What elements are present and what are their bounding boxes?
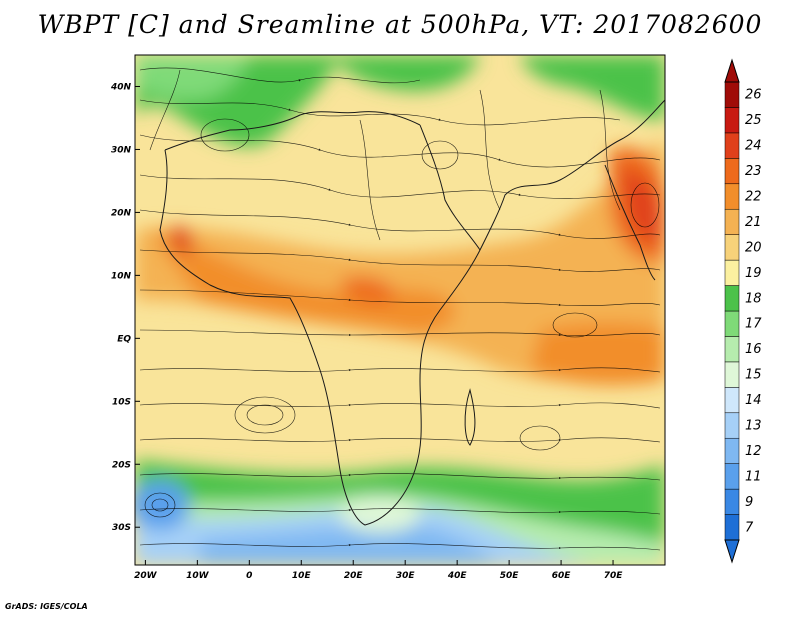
latitude-axis: 40N 30N 20N 10N EQ 10S 20S 30S (110, 82, 140, 533)
colorbar-label: 17 (745, 317, 762, 332)
colorbar-label: 16 (745, 342, 762, 357)
colorbar-label: 13 (745, 419, 762, 434)
lat-label: 30N (111, 145, 132, 155)
lon-label: 30E (396, 571, 416, 581)
lon-label: 20W (134, 571, 158, 581)
colorbar-min-arrow (724, 539, 740, 564)
colorbar-label: 22 (745, 190, 762, 205)
colorbar-swatch (724, 514, 740, 541)
lon-label: 70E (604, 571, 624, 581)
colorbar-label: 11 (745, 469, 762, 484)
colorbar-swatch (724, 387, 740, 414)
colorbar-swatch (724, 412, 740, 439)
colorbar-swatch (724, 132, 740, 159)
colorbar-label: 23 (745, 164, 762, 179)
lat-label: 40N (110, 82, 132, 92)
colorbar-swatch (724, 259, 740, 286)
colorbar-label: 9 (745, 495, 753, 510)
colorbar-swatch (724, 158, 740, 185)
lat-label: 30S (112, 523, 131, 533)
colorbar-swatch (724, 463, 740, 490)
longitude-axis: 20W 10W 0 10E 20E 30E 40E 50E 60E 70E (134, 560, 623, 581)
colorbar-swatch (724, 183, 740, 210)
colorbar-swatch (724, 208, 740, 235)
colorbar-label: 14 (745, 393, 762, 408)
map-frame (134, 54, 666, 566)
colorbar-swatch (724, 437, 740, 464)
lat-label: 20N (111, 208, 132, 218)
coastlines (159, 99, 665, 526)
colorbar-label: 18 (745, 291, 762, 306)
wbpt-field (135, 55, 665, 565)
colorbar-label: 20 (745, 240, 762, 255)
lat-label: 10N (111, 271, 132, 281)
lat-label: 20S (112, 460, 131, 470)
colorbar-label: 21 (745, 215, 762, 230)
credit-label: GrADS: IGES/COLA (5, 602, 88, 611)
colorbar: 7 9 11 12 13 14 15 16 17 18 19 20 21 22 23 24 25 26 (724, 58, 762, 564)
lon-label: 50E (500, 571, 520, 581)
colorbar-swatch (724, 234, 740, 261)
colorbar-swatch (724, 488, 740, 515)
lon-label: 0 (246, 571, 252, 581)
chart-title: WBPT [C] and Sreamline at 500hPa, VT: 20… (37, 10, 763, 39)
colorbar-swatch (724, 81, 740, 108)
lon-label: 20E (344, 571, 364, 581)
colorbar-label: 19 (745, 266, 762, 281)
colorbar-label: 24 (745, 139, 762, 154)
lon-label: 10E (292, 571, 312, 581)
colorbar-max-arrow (724, 58, 740, 83)
colorbar-label: 7 (745, 520, 754, 535)
colorbar-label: 26 (745, 88, 762, 103)
lon-label: 10W (186, 571, 210, 581)
lon-label: 60E (552, 571, 572, 581)
colorbar-swatch (724, 336, 740, 363)
lat-label: EQ (117, 334, 131, 344)
lat-label: 10S (112, 397, 131, 407)
colorbar-swatch (724, 107, 740, 134)
colorbar-label: 25 (745, 113, 762, 128)
colorbar-swatch (724, 310, 740, 337)
colorbar-swatch (724, 361, 740, 388)
colorbar-swatch (724, 285, 740, 312)
lon-label: 40E (447, 571, 468, 581)
colorbar-label: 15 (745, 368, 762, 383)
colorbar-label: 12 (745, 444, 762, 459)
